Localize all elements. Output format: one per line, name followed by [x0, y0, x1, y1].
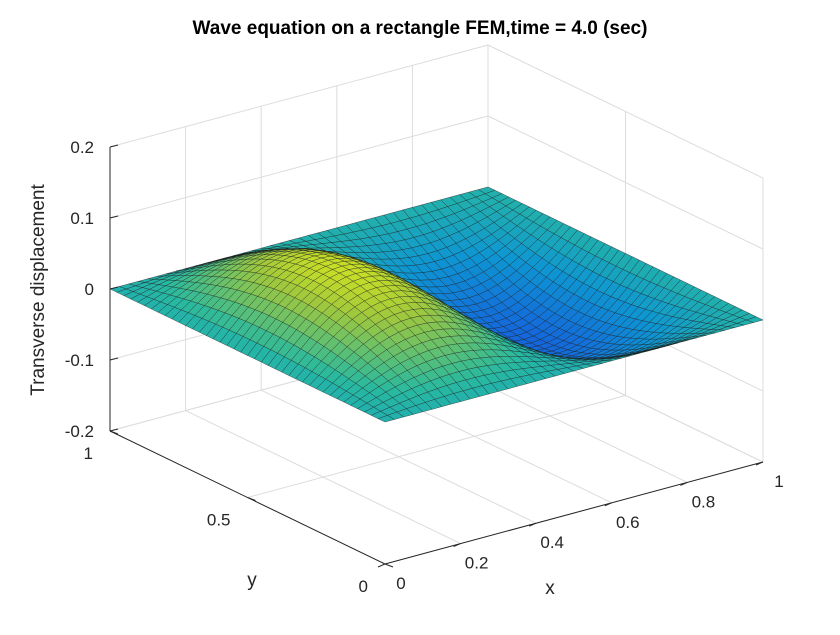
- surface-mesh: [110, 187, 763, 422]
- z-tick-mark: [110, 429, 118, 431]
- x-tick-mark: [378, 564, 385, 567]
- x-axis-label: x: [545, 578, 555, 599]
- y-tick-label: 0: [359, 577, 368, 596]
- y-tick-label: 0.5: [207, 511, 231, 530]
- z-tick-mark: [110, 145, 118, 147]
- z-tick-label: -0.1: [65, 351, 94, 370]
- y-axis-label: y: [247, 570, 257, 591]
- x-tick-label: 0.8: [692, 492, 716, 511]
- z-tick-mark: [110, 358, 118, 360]
- chart-title: Wave equation on a rectangle FEM,time = …: [0, 18, 840, 40]
- z-axis-label: Transverse displacement: [28, 184, 49, 396]
- y-tick-mark: [385, 564, 393, 567]
- x-tick-label: 0.4: [540, 533, 564, 552]
- y-tick-mark: [248, 498, 256, 501]
- y-tick-mark: [110, 431, 118, 434]
- y-tick-label: 1: [84, 444, 93, 463]
- z-tick-label: 0: [85, 280, 94, 299]
- z-tick-label: 0.1: [70, 209, 94, 228]
- z-tick-label: 0.2: [70, 138, 94, 157]
- z-tick-label: -0.2: [65, 422, 94, 441]
- z-tick-mark: [110, 216, 118, 218]
- x-tick-label: 0.6: [616, 513, 640, 532]
- x-tick-label: 0.2: [465, 554, 489, 573]
- x-tick-label: 1: [774, 472, 783, 491]
- x-tick-label: 0: [396, 574, 405, 593]
